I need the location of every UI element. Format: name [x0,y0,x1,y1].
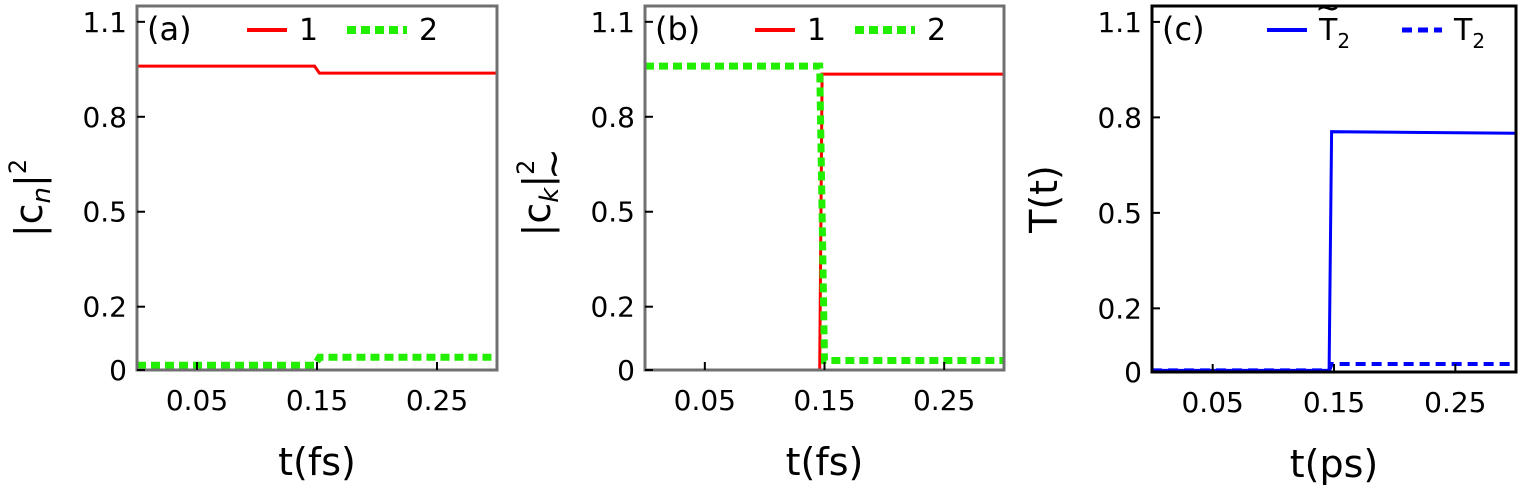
y-axis-label: |cn|2 [4,159,57,237]
x-tick-label: 0.25 [913,384,975,417]
y-tick-label: 1.1 [1097,6,1142,39]
x-tick-label: 0.05 [1181,386,1243,419]
y-tick-label: 0.5 [1097,197,1142,230]
panel-label: (a) [147,10,192,48]
series-line-2 [1152,362,1516,373]
y-tick-label: 0.8 [590,101,635,134]
x-tick-label: 0.15 [1303,386,1365,419]
series-line-2 [137,353,497,369]
x-tick-label: 0.15 [793,384,855,417]
y-tick-label: 0 [109,354,127,387]
y-axis-label: |ck|2 [512,160,565,237]
chart-panel-2: 0 0.2 0.5 0.8 1.1 0.05 0.15 0.25 t(fs) |ck|2~ (b) 1… [512,4,1006,484]
x-tick-label: 0.05 [674,384,736,417]
legend-label-1: 1 [807,13,826,48]
legend-accent-1: ~ [1315,0,1340,26]
y-tick-label: 0 [1124,356,1142,389]
y-tick-label: 0.8 [1097,101,1142,134]
chart-panel-3: 00.20.50.81.10.05 0.15 0.25t(ps)T(t)(c) T2~… [1022,0,1518,486]
legend-label-1: 1 [299,13,318,48]
legend-label-2: 2 [927,13,946,48]
plot-frame [1150,4,1518,374]
y-tick-label: 0.5 [590,196,635,229]
series-line-2 [645,62,1004,364]
y-axis-label: T(t) [1022,165,1066,234]
legend-label-2: 2 [419,13,438,48]
x-axis-label: t(fs) [786,440,864,484]
y-tick-label: 0 [617,354,635,387]
y-tick-label: 0.5 [82,196,127,229]
series-line-1 [137,64,497,75]
y-tick-label: 0.2 [82,291,127,324]
plot-frame [135,4,499,372]
panel-label: (b) [655,10,700,48]
x-tick-label: 0.25 [406,384,468,417]
y-tick-label: 1.1 [82,6,127,39]
x-tick-label: 0.05 [166,384,228,417]
y-tick-label: 1.1 [590,6,635,39]
series-line-1 [1152,130,1517,372]
y-axis-label-accent: ~ [531,148,575,180]
legend-label-2: T2 [1453,13,1485,53]
x-tick-label: 0.25 [1424,386,1486,419]
x-axis-label: t(fs) [278,440,356,484]
x-axis-label: t(ps) [1290,442,1378,486]
x-tick-label: 0.15 [286,384,348,417]
y-tick-label: 0.8 [82,101,127,134]
chart-panel-1: 0 0.2 0.5 0.8 1.1 0.05 0.15 0.25 t(fs) |cn|2 (a) 1 2 [4,4,499,484]
y-tick-label: 0.2 [590,291,635,324]
y-tick-label: 0.2 [1097,292,1142,325]
legend-label-1: T2 [1318,13,1350,53]
panel-label: (c) [1162,10,1205,48]
